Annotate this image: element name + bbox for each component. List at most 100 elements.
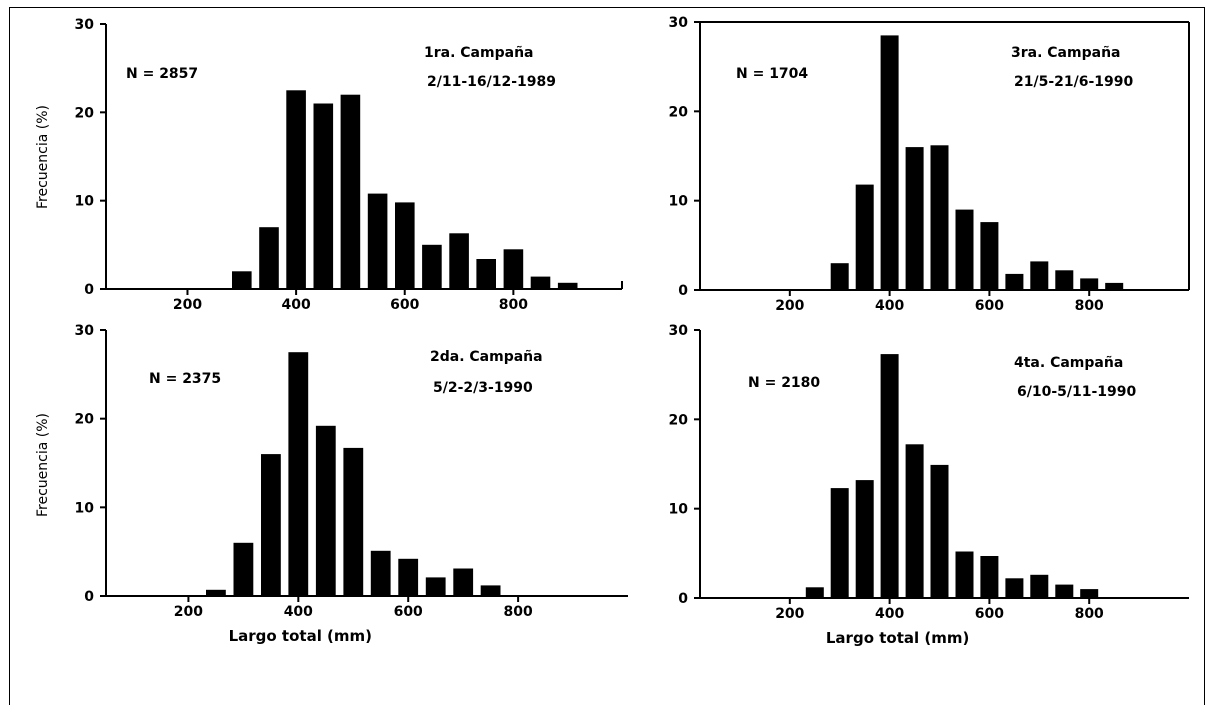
x-tick-label: 800 (499, 297, 528, 313)
bar (367, 193, 388, 289)
n-label: N = 2180 (748, 375, 820, 391)
bar (422, 244, 442, 289)
bar (1080, 278, 1099, 290)
n-label: N = 1704 (736, 66, 808, 82)
bar (557, 282, 578, 289)
x-tick-label: 200 (173, 297, 202, 313)
bar (855, 184, 874, 290)
y-tick-label: 30 (75, 323, 95, 339)
bar (1055, 584, 1074, 598)
x-tick-label: 600 (975, 298, 1004, 314)
x-tick-label: 400 (284, 604, 313, 620)
y-tick-label: 10 (669, 194, 689, 210)
bar (286, 90, 306, 290)
y-tick-label: 0 (678, 283, 688, 299)
bar (453, 568, 474, 596)
x-tick-label: 600 (975, 606, 1004, 622)
bar (1030, 261, 1049, 290)
y-tick-label: 30 (669, 15, 689, 31)
x-tick-label: 400 (281, 297, 310, 313)
x-tick-label: 800 (503, 604, 532, 620)
panel-1: 0 10 20 30 200 400 600 800 N = 2857 1ra. Campaña 2… (35, 17, 623, 313)
x-axis-title: Largo total (mm) (826, 629, 969, 647)
x-tick-label: 400 (875, 606, 904, 622)
bar (880, 354, 899, 598)
bar (1005, 578, 1024, 598)
bar (1105, 282, 1124, 290)
x-tick-label: 400 (875, 298, 904, 314)
y-tick-label: 0 (84, 589, 94, 605)
y-tick-label: 10 (75, 500, 95, 516)
y-axis-title: Frecuencia (%) (35, 105, 51, 209)
y-tick-label: 20 (75, 412, 95, 428)
date-range-label: 2/11-16/12-1989 (427, 74, 556, 90)
campaign-label: 1ra. Campaña (424, 45, 533, 61)
y-tick-label: 0 (84, 282, 94, 298)
y-tick-label: 20 (75, 105, 95, 121)
bar (955, 551, 974, 598)
bar (261, 454, 281, 596)
x-axis-title: Largo total (mm) (229, 627, 372, 645)
bar (476, 259, 496, 289)
bar (370, 550, 391, 596)
bar (855, 480, 874, 598)
bar (955, 209, 974, 290)
x-tick-label: 600 (390, 297, 419, 313)
bar (905, 147, 924, 290)
bar (395, 202, 415, 289)
bar (980, 556, 999, 598)
y-tick-label: 20 (669, 412, 689, 428)
bar (206, 589, 226, 596)
bar (315, 425, 336, 596)
bar (313, 103, 334, 289)
x-tick-label: 800 (1075, 606, 1104, 622)
y-tick-label: 10 (75, 194, 95, 210)
bar (930, 145, 949, 290)
bar (905, 444, 924, 598)
bar (980, 222, 999, 290)
bar (288, 352, 309, 596)
bar (232, 271, 252, 289)
bar (880, 35, 899, 291)
bar (530, 276, 551, 289)
y-tick-label: 10 (669, 502, 689, 518)
bar (1030, 574, 1049, 598)
x-tick-label: 200 (775, 298, 804, 314)
figure-frame (9, 7, 1205, 705)
bar (830, 488, 849, 598)
x-tick-label: 600 (394, 604, 423, 620)
date-range-label: 6/10-5/11-1990 (1017, 384, 1137, 400)
bar (805, 587, 824, 598)
bar (503, 249, 524, 290)
bar (425, 577, 446, 596)
bar (480, 585, 501, 596)
x-tick-label: 200 (174, 604, 203, 620)
y-tick-label: 20 (669, 104, 689, 120)
panel-4: 0 10 20 30 200 400 600 800 N = 2180 4ta. Campaña 6… (669, 323, 1189, 647)
bar (398, 558, 419, 596)
campaign-label: 4ta. Campaña (1014, 355, 1123, 371)
bar (1080, 589, 1099, 598)
panel-3: 0 10 20 30 200 400 600 800 N = 2375 2da. Campaña 5… (35, 323, 628, 645)
bar (1005, 273, 1024, 290)
bar (259, 227, 279, 289)
panel-2: 0 10 20 30 200 400 600 800 N = 1704 3ra. Campaña 2… (669, 15, 1190, 314)
bar (233, 542, 254, 596)
n-label: N = 2857 (126, 66, 198, 82)
bar (343, 447, 364, 596)
x-tick-label: 200 (775, 606, 804, 622)
y-tick-label: 30 (75, 17, 95, 33)
bar (1055, 270, 1074, 290)
bar (830, 263, 849, 290)
y-tick-label: 30 (669, 323, 689, 339)
campaign-label: 3ra. Campaña (1011, 45, 1120, 61)
campaign-label: 2da. Campaña (430, 349, 543, 365)
bar (449, 233, 469, 289)
n-label: N = 2375 (149, 371, 221, 387)
date-range-label: 21/5-21/6-1990 (1014, 74, 1134, 90)
date-range-label: 5/2-2/3-1990 (433, 380, 533, 396)
bar (930, 464, 949, 598)
y-axis-title: Frecuencia (%) (35, 413, 51, 517)
